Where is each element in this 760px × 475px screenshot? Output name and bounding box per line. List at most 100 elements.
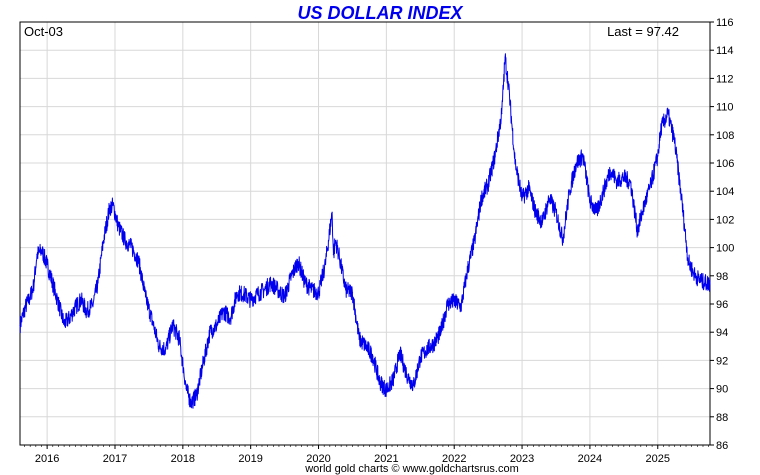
data-point <box>467 268 469 270</box>
data-point <box>660 127 662 129</box>
y-tick-label: 116 <box>716 17 734 29</box>
data-point <box>151 320 153 322</box>
data-point <box>602 190 605 192</box>
data-point <box>480 197 482 199</box>
data-point <box>63 323 65 325</box>
y-axis: 86 88 90 92 94 96 98 100 102 104 106 108 110 112 114 11… <box>710 17 734 452</box>
data-point <box>385 389 387 391</box>
chart-title: US DOLLAR INDEX <box>297 3 463 23</box>
data-point <box>473 239 476 242</box>
data-point <box>667 113 669 115</box>
data-point <box>277 289 279 291</box>
x-tick-label: 2025 <box>646 453 670 465</box>
data-point <box>80 299 82 301</box>
data-point <box>623 176 625 178</box>
data-point <box>165 348 167 350</box>
data-point <box>609 169 611 171</box>
y-tick-label: 108 <box>716 130 734 142</box>
data-point <box>304 282 306 284</box>
last-value-label: Last = 97.42 <box>607 24 679 39</box>
y-tick-label: 90 <box>716 384 728 396</box>
data-point <box>636 230 639 232</box>
data-point <box>426 348 428 350</box>
data-point <box>657 155 659 157</box>
y-tick-label: 102 <box>716 214 734 226</box>
data-point <box>256 293 259 295</box>
x-tick-label: 2020 <box>306 453 330 465</box>
data-point <box>338 254 340 256</box>
data-point <box>124 239 126 242</box>
data-point <box>144 296 147 298</box>
data-point <box>263 289 265 291</box>
data-point <box>332 254 335 256</box>
data-point <box>555 211 557 213</box>
data-point <box>243 293 245 295</box>
data-point <box>358 338 360 340</box>
data-point <box>270 282 272 284</box>
data-point <box>372 355 374 357</box>
data-point <box>589 200 591 202</box>
data-point <box>324 263 326 266</box>
data-point <box>392 379 394 381</box>
data-point <box>616 180 618 182</box>
data-point <box>406 373 408 376</box>
data-point <box>250 299 252 301</box>
data-point <box>643 204 645 206</box>
data-point <box>108 207 111 209</box>
y-tick-label: 94 <box>716 327 728 339</box>
x-tick-label: 2017 <box>103 453 127 465</box>
data-point <box>535 211 537 213</box>
data-point <box>630 182 632 184</box>
data-point <box>236 292 238 294</box>
data-point <box>172 324 174 326</box>
date-label: Oct-03 <box>24 24 63 39</box>
y-tick-label: 112 <box>716 73 734 85</box>
data-point <box>311 289 313 291</box>
data-point <box>46 263 48 266</box>
plot-frame <box>19 21 711 446</box>
data-point <box>29 296 31 298</box>
data-point <box>131 247 133 249</box>
x-tick-label: 2018 <box>171 453 195 465</box>
data-point <box>345 289 347 291</box>
usd-index-line <box>19 53 711 409</box>
y-tick-label: 114 <box>716 45 734 57</box>
data-point <box>575 162 577 164</box>
data-point <box>209 331 211 333</box>
y-tick-label: 100 <box>716 243 734 255</box>
y-tick-label: 110 <box>716 102 734 114</box>
data-point <box>102 239 105 242</box>
y-tick-label: 86 <box>716 440 728 452</box>
y-tick-label: 106 <box>716 158 734 170</box>
y-tick-label: 88 <box>716 412 728 424</box>
data-point <box>582 155 584 157</box>
data-point <box>507 84 510 87</box>
series-layer <box>19 53 711 409</box>
data-point <box>694 275 696 277</box>
data-point <box>190 402 192 404</box>
data-point <box>195 395 198 397</box>
grid-layer <box>20 21 710 446</box>
data-point <box>91 304 94 307</box>
y-tick-label: 96 <box>716 299 728 311</box>
data-point <box>229 317 231 319</box>
data-point <box>521 197 523 199</box>
data-point <box>650 183 652 185</box>
data-point <box>51 282 54 284</box>
x-tick-label: 2023 <box>510 453 534 465</box>
y-tick-label: 92 <box>716 355 728 367</box>
data-point <box>85 310 88 312</box>
data-point <box>36 254 38 256</box>
data-point <box>412 385 415 387</box>
data-point <box>351 292 354 294</box>
data-point <box>674 141 676 143</box>
x-tick-label: 2021 <box>374 453 398 465</box>
data-point <box>446 303 449 305</box>
data-point <box>501 113 503 115</box>
data-point <box>158 345 160 347</box>
data-point <box>185 388 187 390</box>
data-point <box>365 345 367 347</box>
data-point <box>460 306 462 308</box>
data-point <box>56 299 58 301</box>
